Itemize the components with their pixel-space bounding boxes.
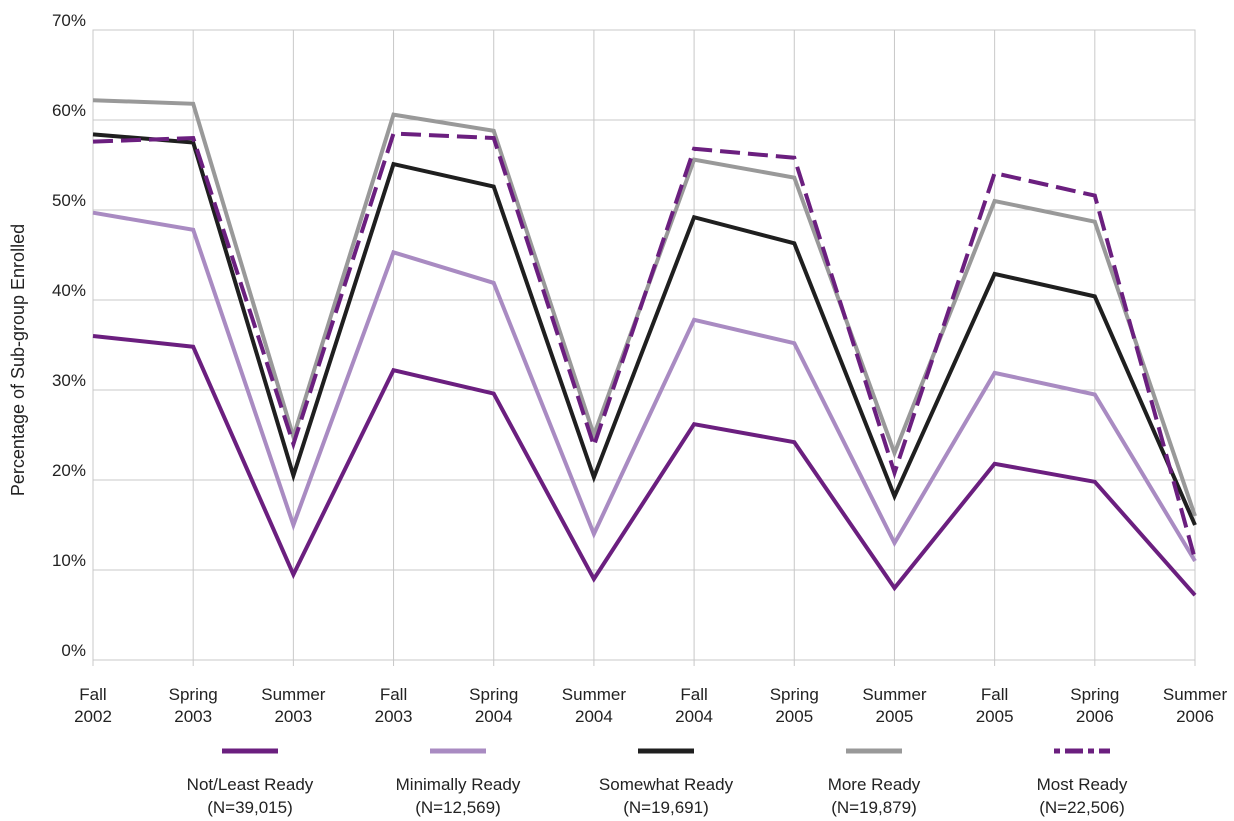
series-line-not-least-ready [92, 334, 1197, 597]
series-line-minimally-ready [92, 210, 1197, 563]
x-tick-label: Spring 2004 [469, 685, 518, 726]
y-axis-ticks: 0% 10% 20% 30% 40% 50% 60% 70% [52, 11, 86, 660]
legend-count: (N=19,691) [623, 798, 709, 817]
legend-label: More Ready [828, 775, 921, 794]
x-tick-label: Fall 2004 [675, 685, 713, 726]
x-tick-label: Summer 2003 [261, 685, 326, 726]
x-tick-label: Spring 2006 [1070, 685, 1119, 726]
series-line-more-ready [92, 98, 1197, 517]
legend-label: Somewhat Ready [599, 775, 734, 794]
y-tick-label: 0% [61, 641, 86, 660]
x-tick-label: Fall 2002 [74, 685, 112, 726]
legend-count: (N=12,569) [415, 798, 501, 817]
x-tick-label: Fall 2005 [976, 685, 1014, 726]
legend-label: Most Ready [1037, 775, 1128, 794]
y-tick-label: 20% [52, 461, 86, 480]
legend-count: (N=19,879) [831, 798, 917, 817]
x-axis-ticks: Fall 2002 Spring 2003 Summer 2003 Fall 2003 Spri… [74, 685, 1227, 726]
x-tick-label: Spring 2005 [770, 685, 819, 726]
x-tick-label: Summer 2004 [562, 685, 627, 726]
y-tick-label: 10% [52, 551, 86, 570]
y-tick-label: 40% [52, 281, 86, 300]
y-axis-label: Percentage of Sub-group Enrolled [8, 224, 28, 496]
legend-label: Minimally Ready [396, 775, 521, 794]
series-line-somewhat-ready [92, 132, 1197, 526]
x-tick-label: Spring 2003 [169, 685, 218, 726]
legend-count: (N=22,506) [1039, 798, 1125, 817]
series-lines [92, 98, 1197, 597]
y-tick-label: 30% [52, 371, 86, 390]
x-tick-label: Summer 2005 [862, 685, 927, 726]
x-tick-label: Fall 2003 [375, 685, 413, 726]
series-line-most-ready [92, 131, 1197, 560]
y-tick-label: 70% [52, 11, 86, 30]
x-tick-label: Summer 2006 [1163, 685, 1228, 726]
y-tick-label: 50% [52, 191, 86, 210]
y-tick-label: 60% [52, 101, 86, 120]
legend: Not/Least Ready (N=39,015) Minimally Ready… [187, 748, 1128, 817]
legend-count: (N=39,015) [207, 798, 293, 817]
legend-label: Not/Least Ready [187, 775, 314, 794]
